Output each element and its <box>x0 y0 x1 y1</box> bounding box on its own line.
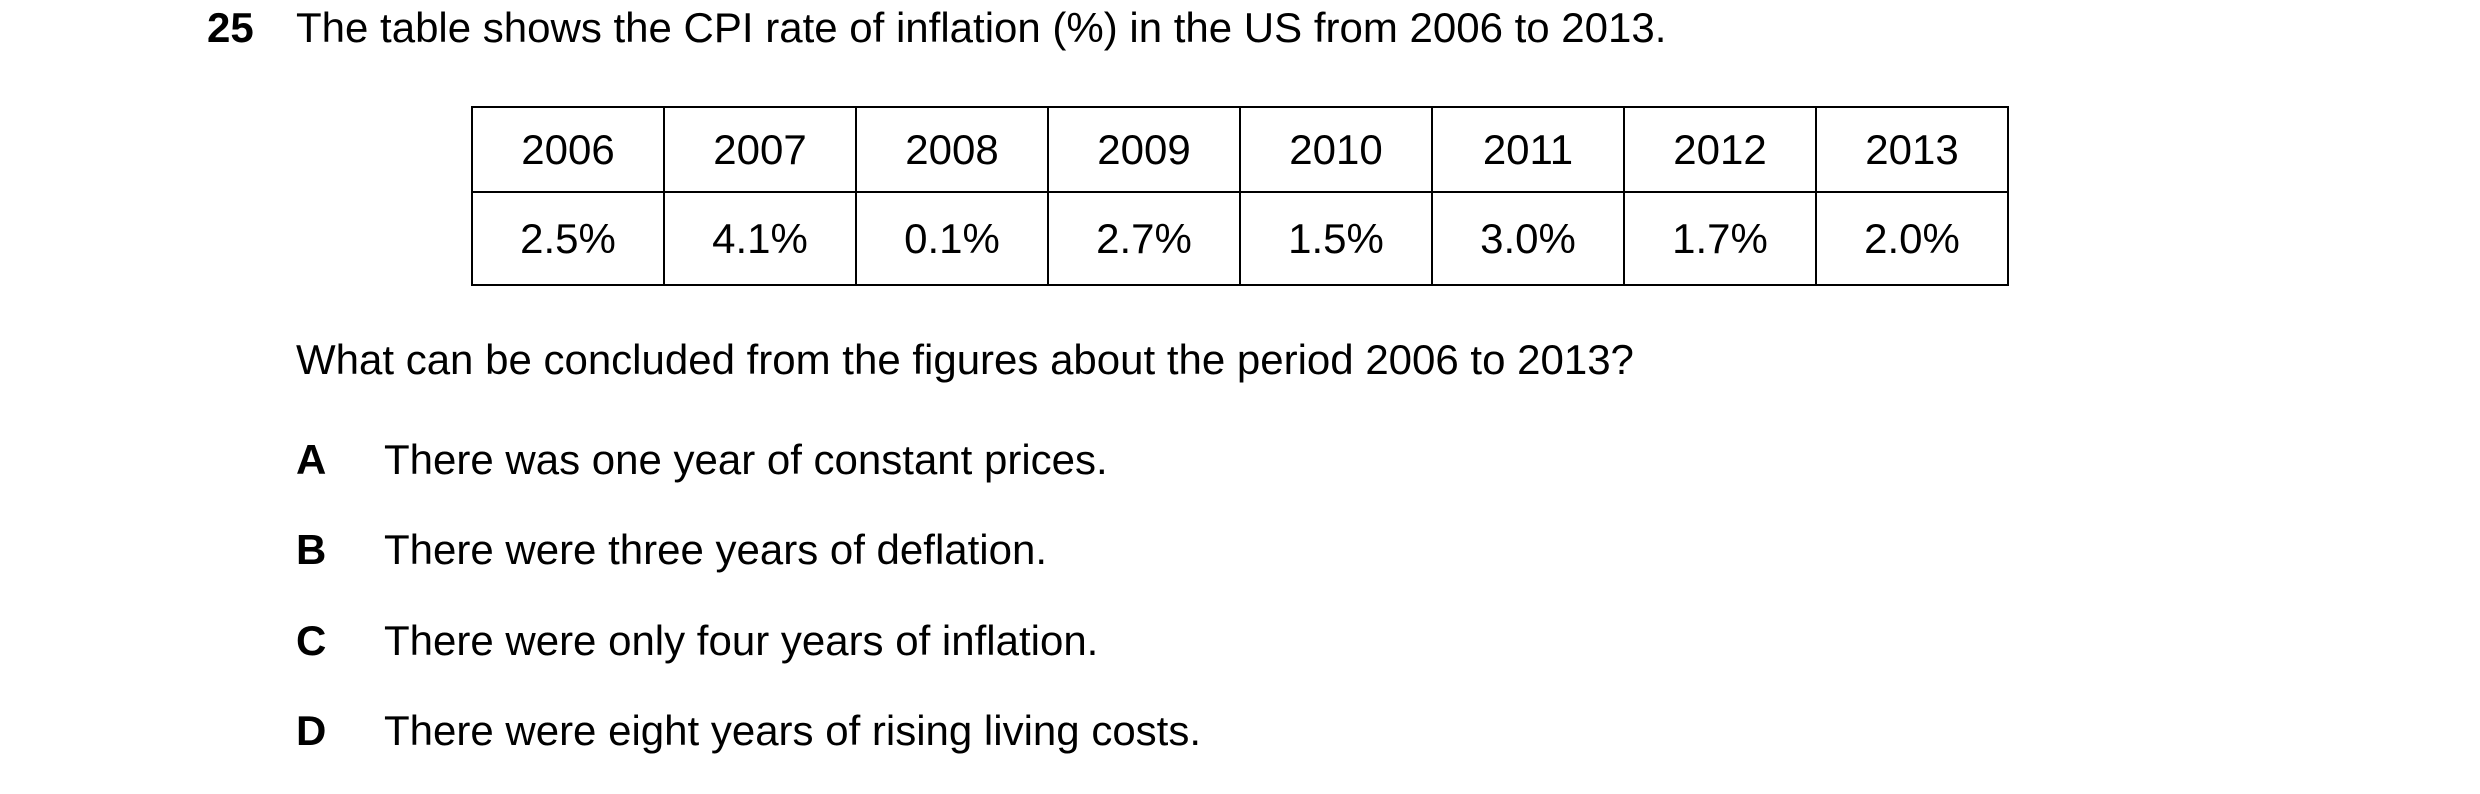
year-cell: 2011 <box>1431 106 1625 193</box>
year-cell: 2012 <box>1623 106 1817 193</box>
option-text: There were eight years of rising living … <box>384 707 1202 754</box>
year-cell: 2007 <box>663 106 857 193</box>
year-cell: 2006 <box>471 106 665 193</box>
year-cell: 2013 <box>1815 106 2009 193</box>
year-cell: 2008 <box>855 106 1049 193</box>
rate-cell: 3.0% <box>1431 191 1625 286</box>
rate-cell: 1.7% <box>1623 191 1817 286</box>
option-letter: A <box>296 436 327 483</box>
rate-cell: 2.7% <box>1047 191 1241 286</box>
rate-cell: 0.1% <box>855 191 1049 286</box>
rate-cell: 4.1% <box>663 191 857 286</box>
option-letter: D <box>296 707 327 754</box>
cpi-table: 2006 2007 2008 2009 2010 2011 2012 2013 … <box>471 106 2009 286</box>
table-row-rates: 2.5% 4.1% 0.1% 2.7% 1.5% 3.0% 1.7% 2.0% <box>471 191 2009 286</box>
option-text: There were three years of deflation. <box>384 526 1048 573</box>
option-text: There was one year of constant prices. <box>384 436 1108 483</box>
year-cell: 2009 <box>1047 106 1241 193</box>
question-prompt: What can be concluded from the figures a… <box>296 336 1634 383</box>
rate-cell: 1.5% <box>1239 191 1433 286</box>
table-row-years: 2006 2007 2008 2009 2010 2011 2012 2013 <box>471 106 2009 193</box>
rate-cell: 2.5% <box>471 191 665 286</box>
rate-cell: 2.0% <box>1815 191 2009 286</box>
year-cell: 2010 <box>1239 106 1433 193</box>
option-letter: B <box>296 526 327 573</box>
option-text: There were only four years of inflation. <box>384 617 1099 664</box>
option-letter: C <box>296 617 327 664</box>
question-number: 25 <box>207 4 254 51</box>
question-text: The table shows the CPI rate of inflatio… <box>296 4 1667 51</box>
